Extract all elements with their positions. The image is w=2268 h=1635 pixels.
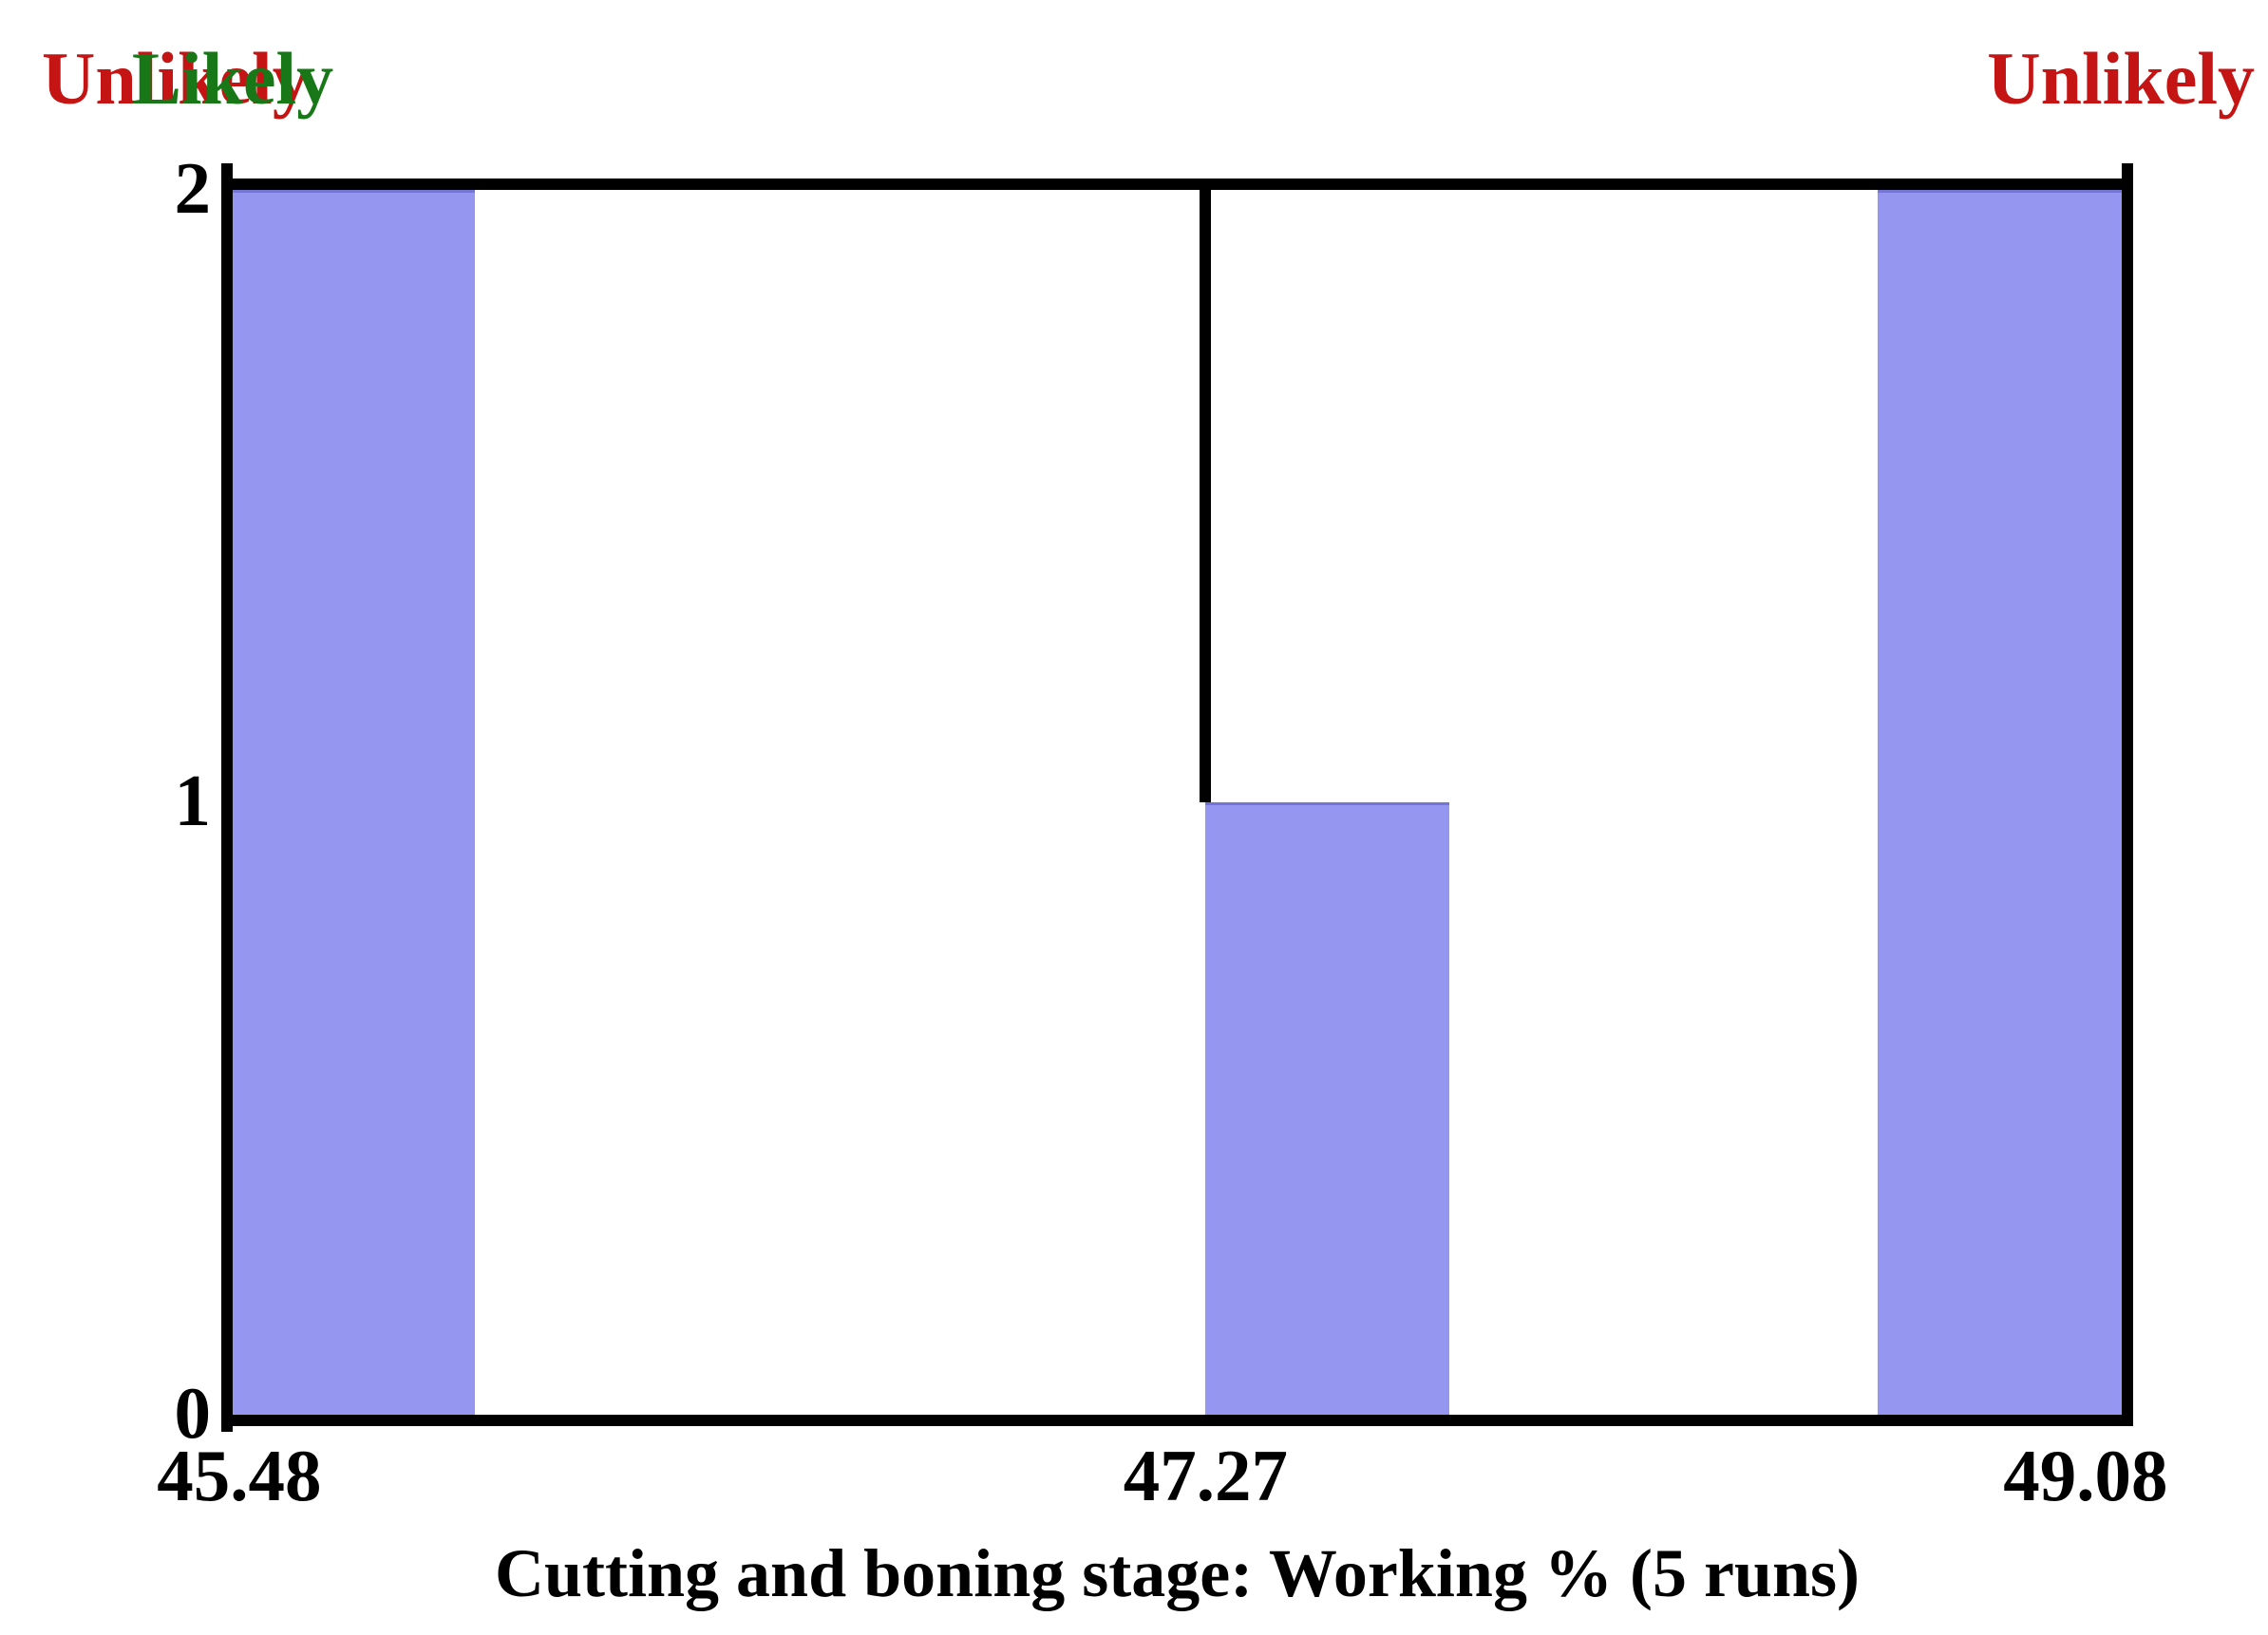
x-tick-label: 45.48 xyxy=(157,1435,322,1516)
top-right-axis-tick xyxy=(2122,163,2133,192)
annotation-likely-center: Likely xyxy=(131,37,334,120)
x-tick-label: 47.27 xyxy=(1123,1435,1288,1516)
histogram-bar xyxy=(1205,802,1449,1415)
annotation-unlikely-right: Unlikely xyxy=(1987,37,2255,120)
annotation-unlikely-left: Unlikely xyxy=(42,37,310,120)
reference-line xyxy=(1200,190,1212,802)
histogram-bar xyxy=(1878,190,2122,1415)
y-tick-label: 0 xyxy=(174,1371,212,1454)
x-axis-title: Cutting and boning stage: Working % (5 r… xyxy=(495,1535,1860,1611)
y-tick-label: 1 xyxy=(174,759,212,841)
y-tick-label: 2 xyxy=(174,146,212,229)
x-axis-tick-labels: 45.48 47.27 49.08 xyxy=(157,1435,2167,1530)
top-left-axis-tick xyxy=(221,163,233,192)
x-tick-label: 49.08 xyxy=(2003,1435,2168,1516)
histogram-bar xyxy=(233,190,475,1415)
plot-area xyxy=(221,163,2133,1432)
bottom-left-axis-overshoot xyxy=(221,1411,233,1432)
